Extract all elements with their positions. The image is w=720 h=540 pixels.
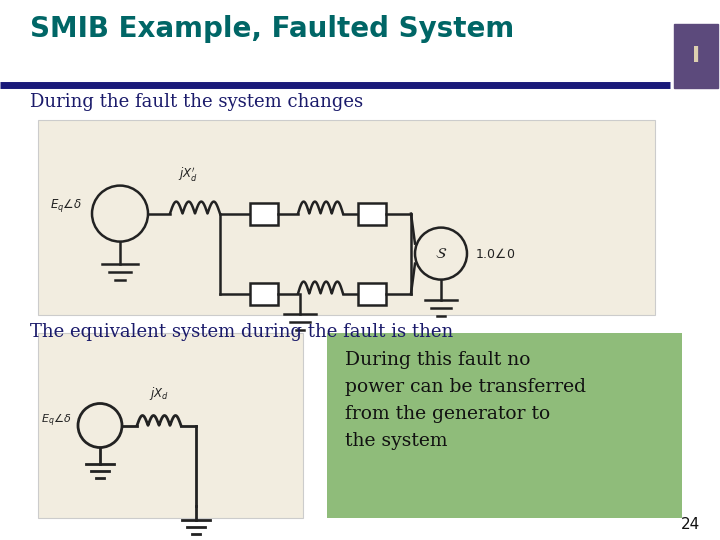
Text: $1.0\angle 0$: $1.0\angle 0$ [475, 247, 516, 261]
Bar [38, 333, 303, 518]
Bar [250, 282, 278, 305]
Text: 24: 24 [680, 517, 700, 532]
Text: $\mathcal{S}$: $\mathcal{S}$ [435, 246, 447, 261]
Text: $jX_d'$: $jX_d'$ [178, 166, 198, 184]
Bar [358, 282, 386, 305]
Bar [358, 202, 386, 225]
Bar [38, 120, 655, 315]
Text: During the fault the system changes: During the fault the system changes [30, 93, 363, 111]
Text: $E_q\angle\delta$: $E_q\angle\delta$ [50, 197, 82, 214]
Bar [327, 333, 682, 518]
Text: $E_q\angle\delta$: $E_q\angle\delta$ [42, 412, 72, 429]
Text: $jX_d$: $jX_d$ [149, 384, 169, 402]
Text: During this fault no
power can be transferred
from the generator to
the system: During this fault no power can be transf… [345, 351, 586, 450]
Bar [674, 24, 718, 88]
Text: SMIB Example, Faulted System: SMIB Example, Faulted System [30, 15, 514, 43]
Text: The equivalent system during the fault is then: The equivalent system during the fault i… [30, 323, 454, 341]
Text: I: I [692, 46, 700, 66]
Bar [250, 202, 278, 225]
